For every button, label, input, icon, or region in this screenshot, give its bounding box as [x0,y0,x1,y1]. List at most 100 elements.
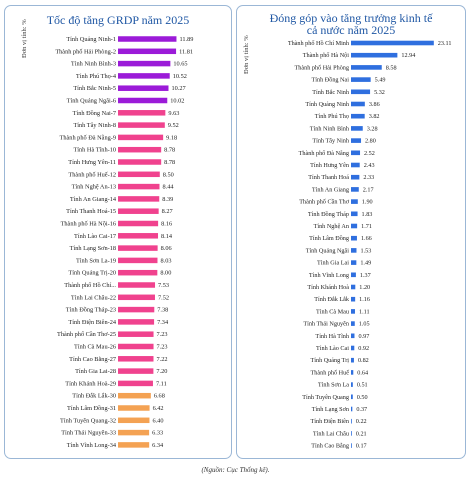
contribution-value-label: 2.52 [364,150,375,157]
grdp-value-label: 6.33 [152,430,163,437]
grdp-bar [118,183,160,190]
grdp-bar [118,319,155,325]
grdp-category-label: Tỉnh Lâm Đồng-31 [67,405,116,412]
grdp-category-label: Tỉnh Đồng Nai-7 [73,110,116,117]
contribution-value-label: 1.90 [362,199,373,206]
grdp-category-label: Tỉnh Bắc Ninh-5 [73,85,116,92]
grdp-category-label: Tỉnh Đồng Tháp-23 [66,307,116,314]
grdp-category-label: Tỉnh Vĩnh Long-34 [67,442,117,449]
contribution-category-label: Tỉnh Đắk Lắk [314,296,350,303]
grdp-bar [118,368,154,374]
contribution-category-label: Tỉnh Cà Mau [316,308,349,315]
contribution-value-label: 0.17 [356,443,367,450]
contribution-value-label: 0.50 [357,394,368,401]
contribution-bar [351,65,382,70]
grdp-category-label: Tỉnh Nghệ An-13 [72,184,116,191]
contribution-bar [351,101,365,107]
contribution-value-label: 8.58 [386,64,397,71]
contribution-bar [351,77,371,82]
contribution-bar [351,52,398,58]
contribution-bar [351,333,355,339]
grdp-category-label: Tỉnh Thanh Hoá-15 [66,208,116,215]
grdp-bar [118,60,171,67]
contribution-bar [351,223,358,229]
grdp-bar [118,36,177,42]
grdp-value-label: 8.27 [162,208,173,215]
grdp-category-label: Tỉnh Quảng Ninh-1 [66,36,116,43]
contribution-chart-title-line-1: Đóng góp vào tăng trưởng kinh tế [269,11,433,25]
contribution-bar [351,235,357,241]
grdp-value-label: 8.14 [161,233,173,240]
grdp-category-label: Tỉnh Ninh Bình-3 [71,61,116,68]
contribution-category-label: Tỉnh Quảng Ngãi [306,247,350,254]
grdp-value-label: 7.53 [158,282,169,289]
contribution-bar [351,345,355,351]
grdp-value-label: 8.50 [163,171,174,178]
grdp-category-label: Tỉnh Lạng Sơn-18 [70,245,116,252]
grdp-value-label: 8.06 [161,245,172,252]
grdp-bar [118,159,162,165]
contribution-bar [351,272,356,278]
grdp-category-label: Tỉnh Quảng Trị-20 [68,270,116,277]
contribution-bar [351,248,357,253]
grdp-category-label: Tỉnh Hưng Yên-11 [68,159,116,166]
grdp-bar [118,343,154,350]
grdp-value-label: 7.23 [157,331,168,338]
contribution-value-label: 0.51 [357,382,368,389]
contribution-bar [351,296,356,302]
grdp-value-label: 8.44 [162,184,174,191]
grdp-bar [118,85,169,91]
grdp-value-label: 10.52 [173,73,187,80]
contribution-bar [351,321,355,326]
grdp-value-label: 11.81 [179,48,193,55]
grdp-value-label: 8.00 [160,270,171,277]
grdp-bar [118,405,150,411]
contribution-value-label: 2.33 [363,174,374,181]
grdp-value-label: 10.27 [171,85,185,92]
contribution-bar [351,443,352,448]
grdp-value-label: 6.42 [153,405,164,412]
contribution-value-label: 23.11 [438,40,452,47]
contribution-value-label: 2.17 [363,186,374,193]
grdp-bar [118,122,165,128]
grdp-category-label: Tỉnh Thái Nguyên-33 [61,430,116,437]
contribution-category-label: Tỉnh Vĩnh Long [309,272,349,279]
contribution-value-label: 12.94 [401,52,415,59]
grdp-bar [118,110,166,116]
grdp-bar [118,220,159,227]
contribution-value-label: 1.71 [361,223,372,230]
contribution-panel: Đóng góp vào tăng trưởng kinh tế cả nước… [236,5,466,459]
grdp-category-label: Tỉnh Đắk Lắk-30 [72,393,116,400]
contribution-bar [351,174,360,180]
grdp-growth-panel: Tốc độ tăng GRDP năm 2025 Đơn vị tính: %… [4,5,232,459]
grdp-bar [118,245,158,251]
grdp-value-label: 6.40 [152,417,163,424]
grdp-value-label: 6.68 [154,393,165,400]
contribution-category-label: Tỉnh Quảng Trị [310,357,349,364]
grdp-chart-title: Tốc độ tăng GRDP năm 2025 [46,13,190,27]
contribution-category-label: Tỉnh Hưng Yên [310,162,349,169]
grdp-category-label: Tỉnh Cao Bằng-27 [69,356,116,363]
grdp-category-label: Tỉnh Phú Thọ-4 [76,73,117,80]
contribution-bar [351,357,354,363]
contribution-value-label: 1.49 [360,260,371,267]
grdp-bar [118,356,154,362]
grdp-category-label: Tỉnh An Giang-14 [70,196,117,203]
contribution-value-label: 3.86 [369,101,380,108]
contribution-value-label: 1.37 [360,272,371,279]
contribution-category-label: Tỉnh Nghệ An [314,223,349,230]
contribution-bar [351,126,363,131]
contribution-value-label: 1.05 [359,321,370,328]
grdp-bar [118,306,155,313]
contribution-category-label: Tỉnh Thái Nguyên [303,321,349,328]
grdp-bar [118,196,160,202]
grdp-value-label: 9.63 [168,110,179,117]
grdp-bar [118,282,156,288]
contribution-category-label: Tỉnh Lai Châu [313,430,349,437]
grdp-category-label: Tỉnh Cà Mau-26 [74,344,116,351]
contribution-category-label: Thành phố Hồ Chí Minh [288,40,350,47]
contribution-value-label: 0.82 [358,357,369,364]
contribution-value-label: 2.80 [365,138,376,145]
contribution-bar [351,187,359,192]
contribution-category-label: Tỉnh Cao Bằng [311,443,349,450]
